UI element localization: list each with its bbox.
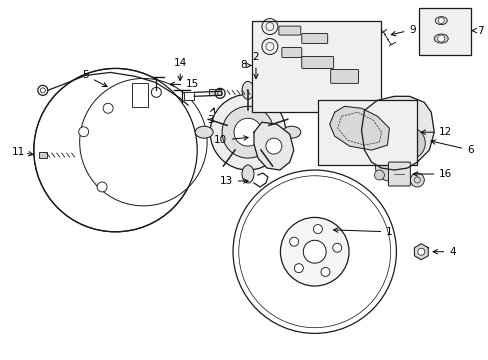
- Polygon shape: [361, 96, 433, 170]
- Ellipse shape: [242, 81, 253, 99]
- Text: 14: 14: [173, 58, 186, 81]
- Circle shape: [417, 248, 424, 255]
- Circle shape: [409, 173, 424, 187]
- Bar: [419, 8, 470, 55]
- Circle shape: [97, 182, 107, 192]
- Bar: [39, 152, 47, 158]
- Text: 13: 13: [219, 176, 247, 186]
- Polygon shape: [413, 244, 427, 260]
- Text: 9: 9: [390, 24, 415, 36]
- Circle shape: [210, 94, 285, 170]
- Text: 11: 11: [12, 147, 25, 157]
- Ellipse shape: [195, 126, 213, 138]
- Text: 5: 5: [82, 71, 107, 86]
- FancyBboxPatch shape: [387, 162, 409, 186]
- FancyBboxPatch shape: [278, 26, 300, 35]
- Text: 3: 3: [206, 108, 214, 125]
- FancyBboxPatch shape: [281, 48, 301, 58]
- Circle shape: [234, 118, 262, 146]
- Circle shape: [313, 225, 322, 234]
- FancyBboxPatch shape: [330, 69, 358, 84]
- Ellipse shape: [242, 165, 253, 183]
- Text: 2: 2: [252, 53, 259, 78]
- Bar: [209, 89, 221, 95]
- Bar: [132, 84, 148, 107]
- Text: 8: 8: [240, 60, 247, 71]
- Text: 12: 12: [420, 127, 451, 137]
- Circle shape: [393, 127, 425, 159]
- Circle shape: [280, 217, 348, 286]
- Text: 6: 6: [430, 140, 473, 155]
- Circle shape: [437, 35, 444, 42]
- Polygon shape: [329, 106, 388, 150]
- Text: 4: 4: [432, 247, 455, 257]
- Circle shape: [34, 68, 197, 232]
- Circle shape: [265, 138, 281, 154]
- Ellipse shape: [434, 17, 447, 24]
- Circle shape: [303, 240, 325, 263]
- FancyBboxPatch shape: [301, 33, 327, 44]
- Circle shape: [79, 127, 88, 137]
- Bar: [251, 21, 381, 112]
- Circle shape: [375, 153, 403, 181]
- Ellipse shape: [282, 126, 300, 138]
- Text: 10: 10: [213, 135, 247, 145]
- Text: 7: 7: [476, 26, 483, 36]
- Bar: [184, 92, 194, 100]
- Circle shape: [289, 237, 298, 246]
- Ellipse shape: [433, 34, 447, 43]
- FancyBboxPatch shape: [301, 57, 333, 68]
- Bar: [317, 100, 416, 165]
- Circle shape: [332, 243, 341, 252]
- Circle shape: [294, 264, 303, 273]
- Circle shape: [437, 18, 443, 24]
- Text: 15: 15: [170, 79, 199, 89]
- Polygon shape: [253, 122, 293, 170]
- Circle shape: [320, 267, 329, 276]
- Circle shape: [374, 170, 384, 180]
- Circle shape: [222, 106, 273, 158]
- Circle shape: [80, 78, 207, 206]
- Text: 1: 1: [333, 227, 392, 237]
- Circle shape: [103, 103, 113, 113]
- Text: 16: 16: [412, 169, 451, 179]
